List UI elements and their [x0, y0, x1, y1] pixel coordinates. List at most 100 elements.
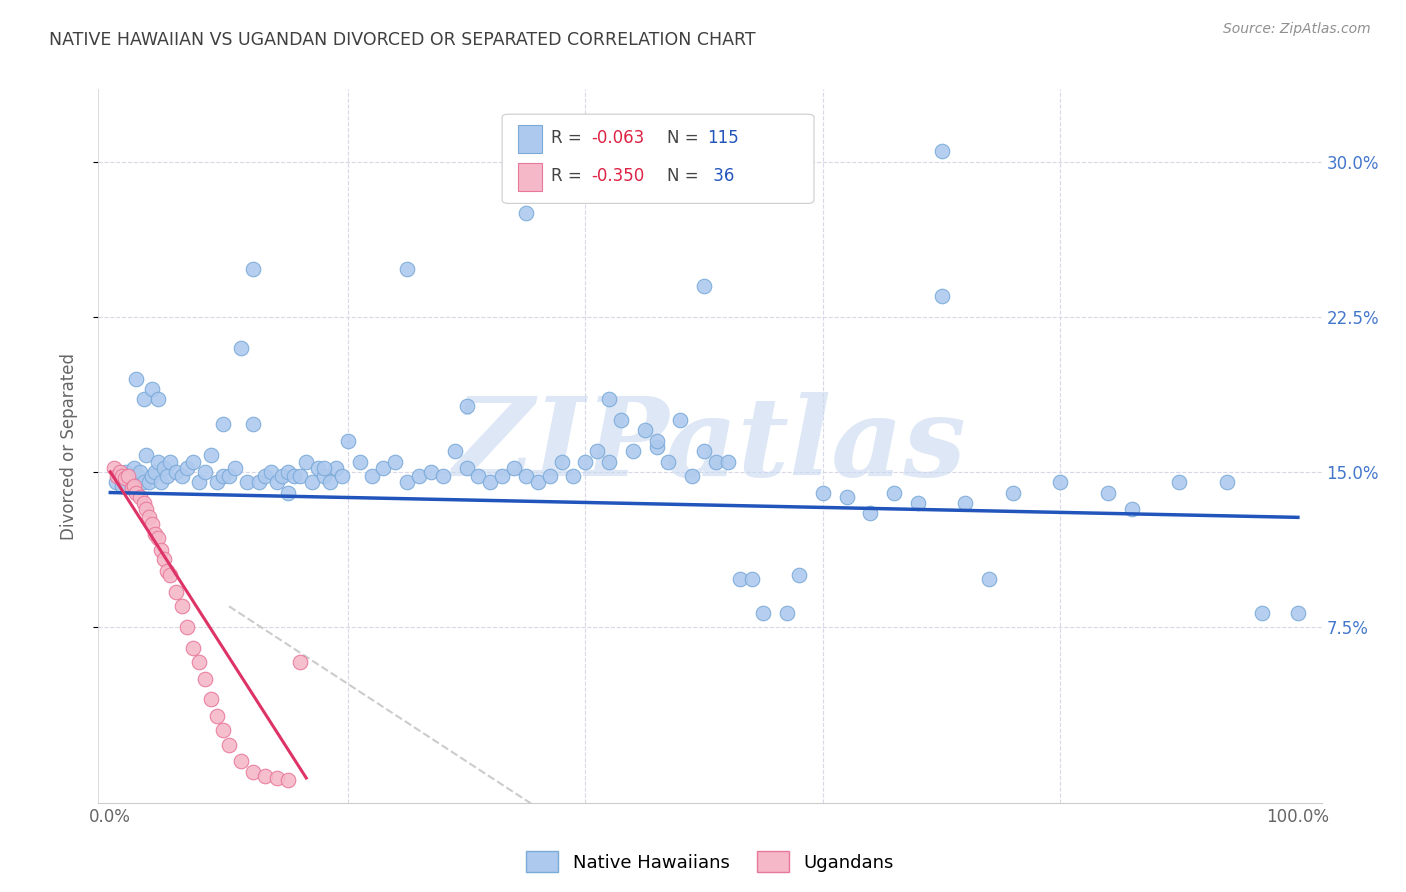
Text: NATIVE HAWAIIAN VS UGANDAN DIVORCED OR SEPARATED CORRELATION CHART: NATIVE HAWAIIAN VS UGANDAN DIVORCED OR S…: [49, 31, 756, 49]
Text: ZIPatlas: ZIPatlas: [453, 392, 967, 500]
Text: R =: R =: [551, 128, 588, 146]
Point: [194, 465, 217, 479]
Point: [420, 465, 443, 479]
Point: [176, 460, 198, 475]
Point: [1215, 475, 1237, 490]
Point: [1251, 606, 1274, 620]
Point: [360, 469, 382, 483]
Point: [955, 496, 977, 510]
Point: [562, 469, 585, 483]
Point: [271, 469, 294, 483]
Point: [152, 551, 174, 566]
Point: [229, 755, 252, 769]
Point: [152, 460, 174, 475]
Point: [253, 469, 276, 483]
Point: [1286, 606, 1309, 620]
Point: [704, 454, 727, 468]
Point: [295, 454, 318, 468]
Point: [156, 469, 179, 483]
Point: [111, 469, 134, 483]
Point: [188, 655, 211, 669]
Point: [277, 772, 299, 787]
Point: [1121, 502, 1143, 516]
Point: [224, 460, 246, 475]
Text: -0.350: -0.350: [592, 167, 644, 185]
Point: [931, 289, 953, 303]
Point: [681, 469, 703, 483]
Point: [125, 485, 148, 500]
Point: [621, 444, 644, 458]
Point: [574, 454, 596, 468]
Point: [170, 599, 193, 614]
Point: [141, 382, 163, 396]
Point: [236, 475, 259, 490]
Point: [200, 692, 222, 706]
Point: [277, 485, 299, 500]
Point: [212, 417, 235, 432]
Bar: [517, 162, 543, 191]
Point: [132, 496, 155, 510]
Point: [212, 723, 235, 738]
Bar: [517, 125, 543, 153]
Point: [693, 444, 716, 458]
Point: [527, 475, 550, 490]
Point: [883, 485, 905, 500]
Point: [443, 444, 465, 458]
Text: -0.063: -0.063: [592, 128, 644, 146]
Point: [330, 469, 353, 483]
Point: [121, 482, 143, 496]
Point: [312, 460, 335, 475]
Point: [741, 573, 763, 587]
Point: [121, 482, 143, 496]
Point: [456, 460, 478, 475]
Point: [752, 606, 775, 620]
Point: [183, 454, 205, 468]
Point: [103, 460, 125, 475]
Point: [693, 278, 716, 293]
Point: [290, 469, 312, 483]
Point: [138, 510, 160, 524]
Point: [550, 454, 572, 468]
Point: [242, 417, 264, 432]
Point: [859, 506, 882, 520]
Point: [176, 620, 198, 634]
Point: [253, 769, 276, 783]
Point: [373, 460, 395, 475]
Point: [122, 460, 145, 475]
Point: [396, 262, 419, 277]
Point: [491, 469, 513, 483]
Point: [188, 475, 211, 490]
Point: [384, 454, 406, 468]
Point: [1001, 485, 1024, 500]
Y-axis label: Divorced or Separated: Divorced or Separated: [59, 352, 77, 540]
Point: [835, 490, 858, 504]
Point: [598, 392, 620, 407]
Point: [145, 527, 167, 541]
Point: [229, 341, 252, 355]
Point: [277, 465, 299, 479]
Text: N =: N =: [668, 167, 704, 185]
Point: [111, 479, 134, 493]
Point: [242, 262, 264, 277]
Point: [194, 672, 217, 686]
Text: Source: ZipAtlas.com: Source: ZipAtlas.com: [1223, 22, 1371, 37]
Point: [138, 475, 160, 490]
Text: R =: R =: [551, 167, 588, 185]
Point: [117, 471, 139, 485]
Point: [266, 475, 288, 490]
Point: [183, 640, 205, 655]
Point: [645, 440, 668, 454]
Point: [159, 454, 181, 468]
Point: [787, 568, 810, 582]
Point: [135, 448, 157, 462]
Point: [259, 465, 281, 479]
Point: [669, 413, 692, 427]
Point: [349, 454, 371, 468]
Point: [212, 469, 235, 483]
Point: [515, 206, 537, 220]
Point: [135, 502, 157, 516]
Point: [132, 475, 155, 490]
Point: [598, 454, 620, 468]
Point: [325, 460, 347, 475]
Point: [977, 573, 1000, 587]
